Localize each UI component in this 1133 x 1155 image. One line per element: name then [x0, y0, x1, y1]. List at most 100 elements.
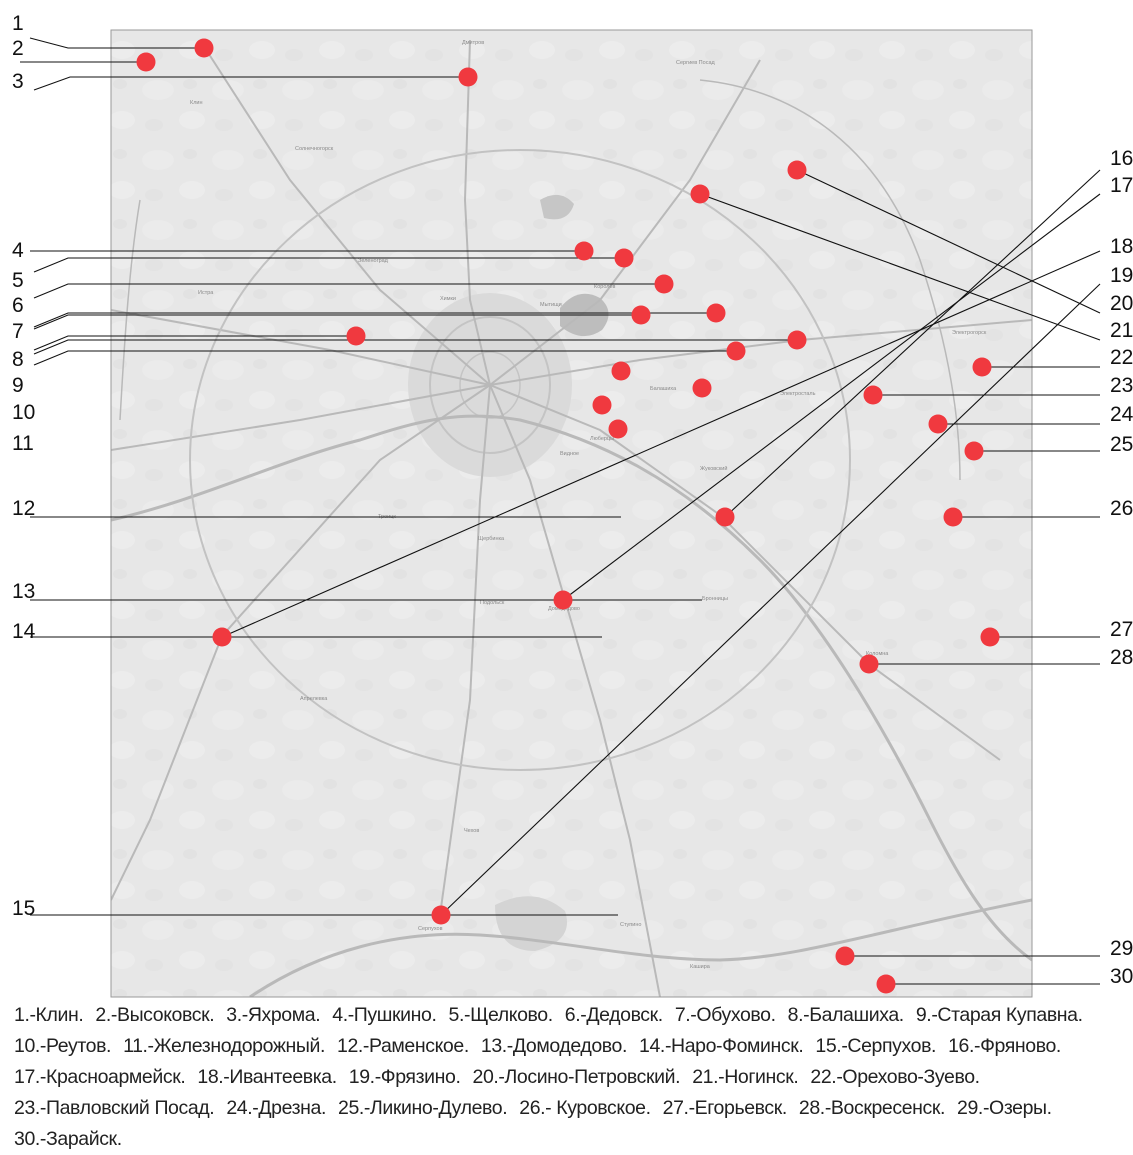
- map-town-label: Щербинка: [478, 536, 505, 542]
- caption-entry: 8.-Балашиха.: [787, 1004, 905, 1026]
- caption-entry: 1.-Клин.: [14, 1004, 84, 1026]
- map-town-label: Бронницы: [702, 596, 728, 602]
- town-marker-5: [614, 248, 634, 268]
- map-town-label: Балашиха: [650, 386, 677, 392]
- map-town-label: Жуковский: [700, 465, 727, 472]
- caption-entry: 5.-Щелково.: [448, 1004, 554, 1026]
- caption-entry: 9.-Старая Купавна.: [915, 1004, 1083, 1026]
- town-marker-6: [654, 274, 674, 294]
- marker-number-5: 5: [12, 269, 24, 292]
- caption-entry: 22.-Орехово-Зуево.: [810, 1066, 980, 1088]
- caption-entry: 14.-Наро-Фоминск.: [639, 1035, 804, 1057]
- map-town-label: Ступино: [620, 922, 641, 928]
- marker-number-1: 1: [12, 12, 24, 35]
- marker-number-19: 19: [1110, 264, 1133, 287]
- map-background: Дмитров Сергиев Посад Клин Солнечногорск Зел…: [111, 30, 1032, 997]
- leader-line-6: [33, 283, 664, 299]
- leader-line-16: [724, 169, 1101, 518]
- town-marker-27: [980, 627, 1000, 647]
- marker-number-7: 7: [12, 320, 24, 343]
- town-marker-13: [692, 378, 712, 398]
- marker-number-4: 4: [12, 239, 24, 262]
- map-town-label: Дмитров: [462, 40, 484, 46]
- marker-number-30: 30: [1110, 965, 1133, 988]
- marker-number-22: 22: [1110, 346, 1133, 369]
- marker-number-21: 21: [1110, 319, 1133, 342]
- town-marker-16: [715, 507, 735, 527]
- leader-line-9: [33, 335, 356, 351]
- marker-number-23: 23: [1110, 374, 1133, 397]
- map-town-label: Солнечногорск: [295, 146, 334, 152]
- caption-entry: 7.-Обухово.: [674, 1004, 776, 1026]
- town-marker-2: [136, 52, 156, 72]
- leader-line-18: [221, 250, 1101, 638]
- town-marker-12: [611, 361, 631, 381]
- town-marker-18: [212, 627, 232, 647]
- town-markers: [136, 38, 1000, 994]
- caption-entry: 18.-Ивантеевка.: [197, 1066, 337, 1088]
- caption-entry: 17.-Красноармейск.: [14, 1066, 186, 1088]
- marker-number-25: 25: [1110, 433, 1133, 456]
- marker-number-24: 24: [1110, 403, 1133, 426]
- marker-number-8: 8: [12, 348, 24, 371]
- town-marker-14: [592, 395, 612, 415]
- caption-entry: 30.-Зарайск.: [14, 1128, 122, 1150]
- caption-entry: 15.-Серпухов.: [815, 1035, 937, 1057]
- town-marker-3: [458, 67, 478, 87]
- caption-entry: 25.-Ликино-Дулево.: [338, 1097, 508, 1119]
- marker-number-13: 13: [12, 580, 35, 603]
- town-marker-17: [553, 590, 573, 610]
- town-marker-20: [787, 160, 807, 180]
- town-marker-25: [964, 441, 984, 461]
- map-town-label: Химки: [440, 296, 456, 302]
- caption-entry: 21.-Ногинск.: [692, 1066, 799, 1088]
- caption-entry: 10.-Реутов.: [14, 1035, 112, 1057]
- marker-number-18: 18: [1110, 235, 1133, 258]
- map-town-label: Видное: [560, 451, 579, 457]
- marker-number-3: 3: [12, 70, 24, 93]
- leader-line-1: [29, 37, 204, 49]
- map-town-label: Апрелевка: [300, 696, 328, 702]
- caption-entry: 19.-Фрязино.: [348, 1066, 461, 1088]
- marker-number-20: 20: [1110, 292, 1133, 315]
- map-town-label: Подольск: [480, 600, 505, 606]
- marker-number-16: 16: [1110, 147, 1133, 170]
- town-marker-28: [859, 654, 879, 674]
- town-marker-15: [608, 419, 628, 439]
- marker-number-11: 11: [12, 432, 34, 455]
- map-town-label: Чехов: [464, 828, 479, 834]
- town-marker-29: [835, 946, 855, 966]
- town-marker-4: [574, 241, 594, 261]
- caption-entry: 6.-Дедовск.: [564, 1004, 663, 1026]
- caption-entry: 24.-Дрезна.: [226, 1097, 326, 1119]
- caption-entry: 27.-Егорьевск.: [662, 1097, 788, 1119]
- marker-number-6: 6: [12, 294, 24, 317]
- town-marker-26: [943, 507, 963, 527]
- marker-number-26: 26: [1110, 497, 1133, 520]
- map-town-label: Электросталь: [780, 391, 816, 397]
- town-marker-30: [876, 974, 896, 994]
- town-marker-23: [863, 385, 883, 405]
- map-town-label: Клин: [190, 100, 203, 106]
- map-town-label: Зеленоград: [358, 258, 389, 264]
- town-marker-8: [706, 303, 726, 323]
- caption-entry: 29.-Озеры.: [957, 1097, 1052, 1119]
- leader-line-21: [699, 193, 1101, 341]
- marker-number-14: 14: [12, 620, 36, 643]
- leader-line-5: [33, 257, 624, 273]
- marker-number-27: 27: [1110, 618, 1133, 641]
- map-town-label: Королёв: [594, 284, 616, 290]
- caption-entry: 13.-Домодедово.: [480, 1035, 628, 1057]
- caption-entry: 26.- Куровское.: [519, 1097, 651, 1119]
- leader-line-8: [33, 312, 716, 328]
- marker-number-15: 15: [12, 897, 35, 920]
- map-frame: [110, 29, 1033, 998]
- map-town-label: Серпухов: [418, 926, 443, 932]
- leader-line-7: [33, 314, 641, 330]
- town-marker-11: [726, 341, 746, 361]
- caption-entry: 12.-Раменское.: [337, 1035, 469, 1057]
- caption-entry: 23.-Павловский Посад.: [14, 1097, 215, 1119]
- caption-entry: 2.-Высоковск.: [95, 1004, 215, 1026]
- caption-entry: 11.-Железнодорожный.: [123, 1035, 325, 1057]
- marker-number-2: 2: [12, 37, 24, 60]
